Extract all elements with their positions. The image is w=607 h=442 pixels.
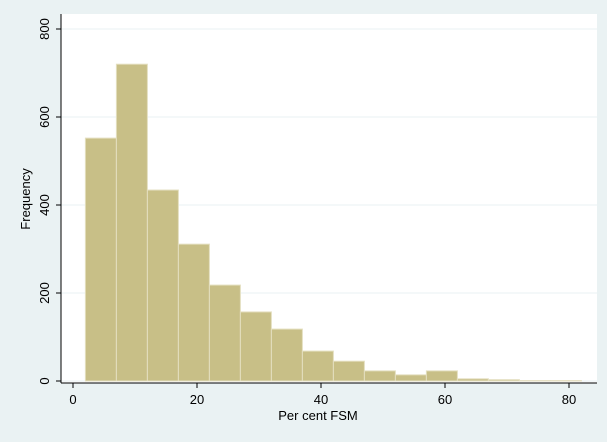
- bar: [487, 379, 520, 382]
- x-tick-label: 0: [69, 392, 76, 407]
- y-tick-label: 200: [37, 282, 52, 304]
- bar: [425, 370, 458, 382]
- x-tick-label: 80: [562, 392, 576, 407]
- y-tick-label: 0: [37, 377, 52, 384]
- bar: [84, 137, 117, 382]
- y-tick-label: 400: [37, 194, 52, 216]
- y-tick-label: 600: [37, 106, 52, 128]
- y-tick-label: 800: [37, 18, 52, 40]
- x-axis-label: Per cent FSM: [278, 408, 357, 423]
- bar: [146, 189, 179, 382]
- bar: [239, 311, 272, 382]
- bar: [363, 370, 396, 382]
- bar: [332, 360, 365, 382]
- bar: [115, 63, 148, 382]
- bar: [208, 284, 241, 382]
- x-tick-label: 40: [314, 392, 328, 407]
- bar: [270, 328, 303, 382]
- bar: [456, 378, 489, 382]
- bar: [177, 243, 210, 382]
- x-tick-label: 20: [190, 392, 204, 407]
- bar: [394, 374, 427, 382]
- bar: [301, 350, 334, 382]
- x-tick-label: 60: [438, 392, 452, 407]
- y-axis-label: Frequency: [18, 168, 33, 230]
